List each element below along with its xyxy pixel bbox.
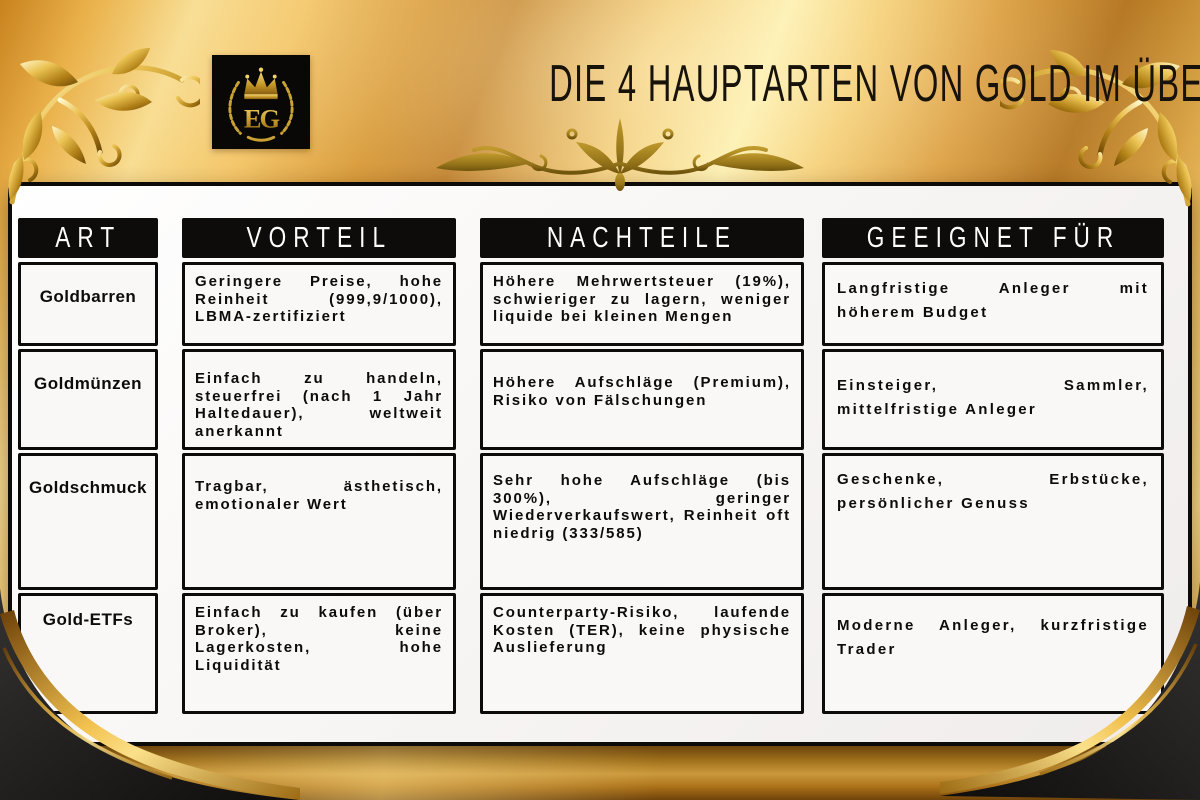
drape-bottom-left-icon xyxy=(0,588,300,800)
cell-nachteile-goldbarren: Höhere Mehrwertsteuer (19%), schwieriger… xyxy=(480,262,804,346)
cell-vorteil-goldschmuck: Tragbar, ästhetisch, emotionaler Wert xyxy=(182,453,456,590)
column-vorteil: VORTEIL Geringere Preise, hohe Reinheit … xyxy=(182,218,456,717)
column-geeignet-fuer: GEEIGNET FÜR Langfristige Anleger mit hö… xyxy=(822,218,1164,717)
cell-nachteile-goldmuenzen: Höhere Aufschläge (Premium), Risiko von … xyxy=(480,349,804,450)
corner-flourish-right-icon xyxy=(1000,50,1192,207)
cell-art-goldschmuck: Goldschmuck xyxy=(18,453,158,590)
cell-geeignet-gold-etfs: Moderne Anleger, kurzfristige Trader xyxy=(822,593,1164,714)
cell-nachteile-gold-etfs: Counterparty-Risiko, laufende Kosten (TE… xyxy=(480,593,804,714)
cell-vorteil-goldbarren: Geringere Preise, hohe Reinheit (999,9/1… xyxy=(182,262,456,346)
column-header-nachteile: NACHTEILE xyxy=(480,218,804,258)
cell-art-goldmuenzen: Goldmünzen xyxy=(18,349,158,450)
column-header-vorteil-label: VORTEIL xyxy=(246,221,392,254)
cell-art-gold-etfs: Gold-ETFs xyxy=(18,593,158,714)
page-title-text: DIE 4 HAUPTARTEN VON GOLD IM ÜBERBLICK xyxy=(549,55,1200,113)
column-header-geeignet-fuer-label: GEEIGNET FÜR xyxy=(866,221,1120,254)
brand-logo: EG xyxy=(212,55,310,149)
cell-nachteile-goldschmuck: Sehr hohe Aufschläge (bis 300%), geringe… xyxy=(480,453,804,590)
ornament-divider-icon xyxy=(436,118,804,191)
column-header-art: ART xyxy=(18,218,158,258)
column-header-art-label: ART xyxy=(55,221,121,254)
column-header-geeignet-fuer: GEEIGNET FÜR xyxy=(822,218,1164,258)
column-header-vorteil: VORTEIL xyxy=(182,218,456,258)
column-header-nachteile-label: NACHTEILE xyxy=(546,221,738,254)
cell-vorteil-goldmuenzen: Einfach zu handeln, steuerfrei (nach 1 J… xyxy=(182,349,456,450)
cell-geeignet-goldmuenzen: Einsteiger, Sammler, mittelfristige Anle… xyxy=(822,349,1164,450)
corner-flourish-left-icon xyxy=(8,48,200,205)
page-title: DIE 4 HAUPTARTEN VON GOLD IM ÜBERBLICK xyxy=(320,54,1200,114)
column-nachteile: NACHTEILE Höhere Mehrwertsteuer (19%), s… xyxy=(480,218,804,717)
cell-vorteil-gold-etfs: Einfach zu kaufen (über Broker), keine L… xyxy=(182,593,456,714)
cell-art-goldbarren: Goldbarren xyxy=(18,262,158,346)
drape-bottom-right-icon xyxy=(940,582,1200,800)
cell-geeignet-goldschmuck: Geschenke, Erbstücke, persönlicher Genus… xyxy=(822,453,1164,590)
logo-monogram: EG xyxy=(244,104,280,134)
column-art: ART Goldbarren Goldmünzen Goldschmuck Go… xyxy=(18,218,158,717)
crown-crest-icon: EG xyxy=(228,67,294,142)
cell-geeignet-goldbarren: Langfristige Anleger mit höherem Budget xyxy=(822,262,1164,346)
